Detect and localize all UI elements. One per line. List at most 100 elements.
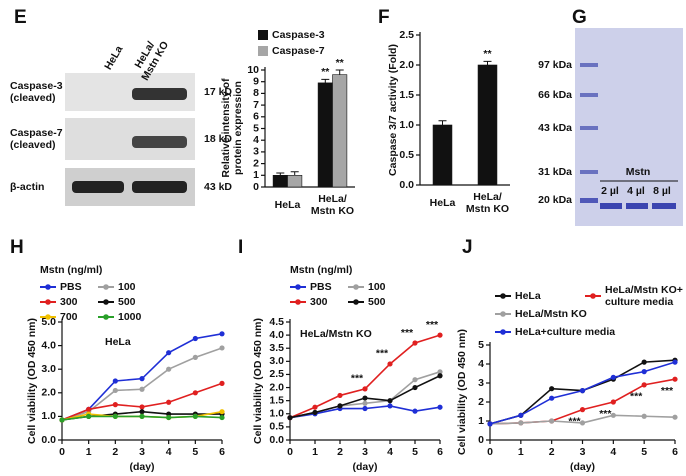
point (437, 369, 443, 375)
point (112, 402, 118, 408)
legend-marker (103, 284, 109, 290)
blot-row-label: Caspase-7 (cleaved) (10, 127, 63, 151)
point (610, 374, 616, 380)
legend-label: HeLa (515, 290, 541, 302)
point (362, 386, 368, 392)
panel-label: F (378, 7, 390, 28)
legend-label: 700 (60, 311, 78, 323)
legend-label: 500 (368, 296, 386, 308)
point (412, 408, 418, 414)
y-tick-label: 5.0 (41, 316, 56, 328)
x-tick-label: 3 (362, 446, 368, 458)
point (641, 382, 647, 388)
series-line (489, 378, 676, 425)
y-tick-label: 1.5 (269, 394, 284, 406)
blot-size-label: 18 kD (204, 133, 232, 145)
y-tick-label: 3 (478, 377, 484, 389)
point (112, 413, 118, 419)
gel-marker-label: 20 kDa (538, 194, 572, 206)
point (610, 412, 616, 418)
y-tick-label: 2.0 (269, 381, 284, 393)
point (672, 414, 678, 420)
legend-label: 300 (310, 296, 328, 308)
legend-marker (500, 293, 506, 299)
y-tick-label: 6 (253, 111, 259, 123)
y-tick-label: 0 (253, 181, 259, 193)
legend-marker (500, 329, 506, 335)
y-tick-label: 5 (478, 339, 484, 351)
bar (272, 175, 288, 188)
bar (332, 74, 348, 188)
legend-marker (295, 299, 301, 305)
y-axis-label: Cell viability (OD 450 nm) (252, 318, 264, 444)
legend-label: 500 (118, 296, 136, 308)
point (166, 399, 172, 405)
y-tick-label: 3.0 (41, 363, 56, 375)
point (219, 331, 225, 337)
y-tick-label: 2.0 (399, 59, 414, 71)
point (312, 409, 318, 416)
significance: ** (483, 48, 492, 60)
point (219, 414, 225, 421)
point (192, 354, 198, 360)
gel-marker-label: 66 kDa (538, 89, 572, 101)
legend-marker (295, 284, 301, 290)
annotation: *** (351, 373, 364, 385)
point (549, 395, 555, 401)
legend-title: Mstn (ng/ml) (40, 264, 102, 276)
gel-image (575, 28, 683, 226)
x-tick-label: 5 (641, 446, 647, 458)
x-tick-label: 5 (192, 446, 198, 458)
point (166, 350, 172, 356)
point (337, 403, 343, 409)
error-bar (290, 171, 299, 176)
legend-marker (45, 314, 51, 320)
y-tick-label: 0.5 (269, 421, 284, 433)
legend-title: Mstn (ng/ml) (290, 264, 352, 276)
point (112, 387, 118, 394)
y-tick-label: 1.0 (41, 410, 56, 422)
gel-marker-label: 31 kDa (538, 166, 572, 178)
error-bar (276, 172, 285, 176)
point (86, 413, 92, 419)
point (139, 376, 145, 382)
point (387, 403, 393, 409)
point (139, 409, 145, 415)
error-bar (321, 78, 330, 83)
y-tick-label: 3.5 (269, 342, 284, 354)
panel-label: E (14, 7, 27, 28)
y-tick-label: 0.0 (269, 434, 284, 446)
y-tick-label: 2.5 (269, 368, 284, 380)
y-tick-label: 2.0 (41, 387, 56, 399)
x-tick-label: 0 (487, 446, 493, 458)
bar (432, 124, 453, 186)
legend-marker (590, 293, 596, 299)
significance: ** (336, 57, 345, 69)
y-tick-label: 10 (247, 64, 259, 76)
point (518, 420, 524, 426)
point (610, 399, 616, 405)
chart-label: HeLa/Mstn KO (300, 328, 372, 340)
point (487, 421, 493, 427)
y-tick-label: 3.0 (269, 355, 284, 367)
legend-swatch (258, 46, 268, 56)
legend-marker (500, 311, 506, 317)
point (337, 392, 343, 399)
legend-label: 100 (368, 281, 386, 293)
point (412, 384, 418, 391)
bar (287, 175, 303, 188)
legend-label: Caspase-7 (272, 45, 325, 57)
legend-label: PBS (310, 281, 332, 293)
point (579, 388, 586, 394)
legend-marker (103, 314, 109, 320)
point (387, 361, 393, 367)
x-tick-label: 0 (59, 446, 65, 458)
point (192, 390, 198, 396)
y-tick-label: 4.0 (269, 329, 284, 341)
point (86, 406, 92, 412)
x-axis-label: (day) (570, 461, 595, 473)
y-tick-label: 1.0 (269, 408, 284, 420)
gel-marker-label: 97 kDa (538, 59, 572, 71)
x-tick-label: 2 (112, 446, 118, 458)
